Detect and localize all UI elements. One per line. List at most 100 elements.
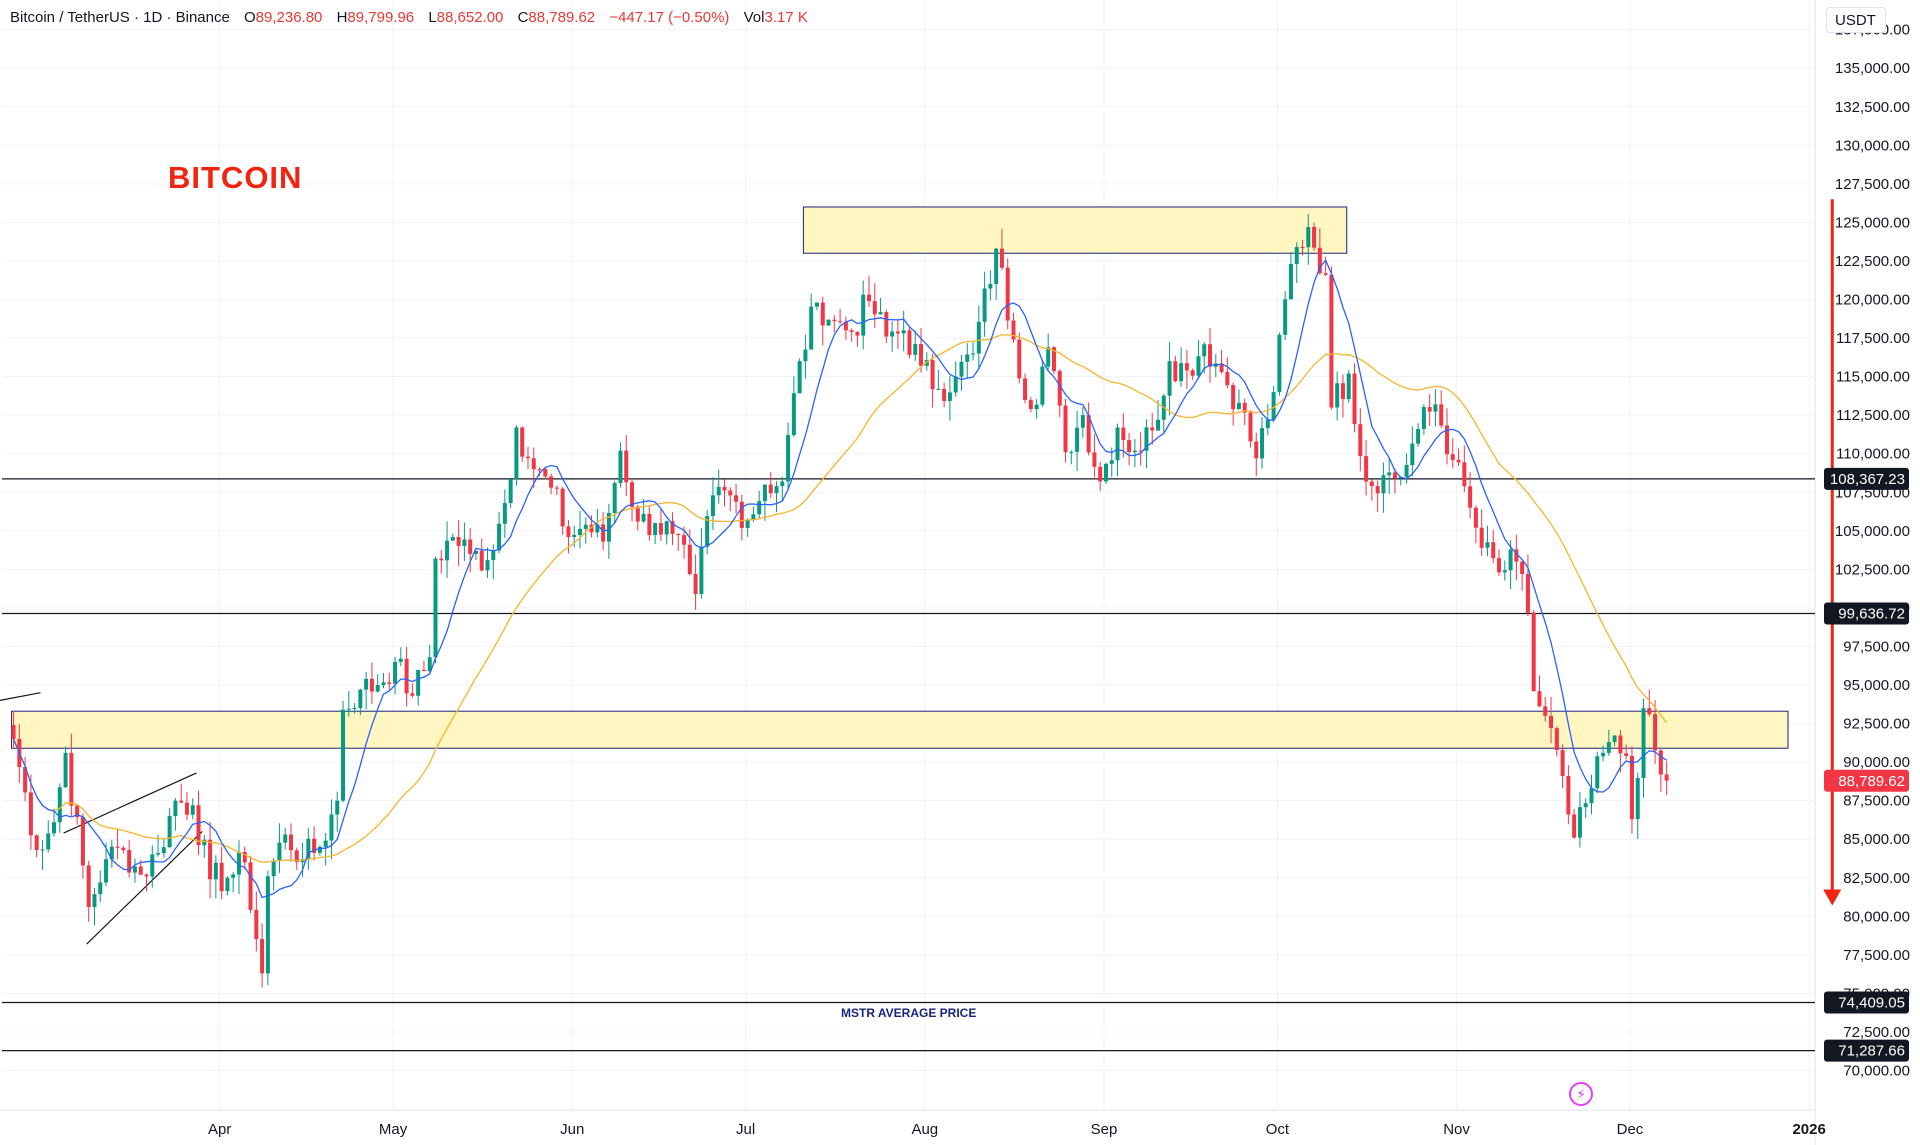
- candle-body: [369, 678, 374, 692]
- candle-body: [260, 939, 265, 974]
- candle-body: [1520, 561, 1525, 574]
- currency-button[interactable]: USDT: [1826, 7, 1886, 33]
- candle-body: [543, 469, 548, 477]
- price-tick-label: 90,000.00: [1843, 754, 1910, 771]
- candle-body: [826, 319, 831, 326]
- candle-body: [1387, 472, 1392, 476]
- price-tick-label: 135,000.00: [1835, 60, 1910, 77]
- candle-body: [566, 526, 571, 537]
- candle-body: [791, 393, 796, 436]
- candle-body: [1392, 472, 1397, 479]
- candle-body: [80, 817, 85, 866]
- candle-body: [1017, 339, 1022, 379]
- level-tag-label: 108,367.23: [1830, 471, 1905, 488]
- candle-body: [1265, 419, 1270, 429]
- price-tick-label: 82,500.00: [1843, 870, 1910, 887]
- candle-body: [1028, 400, 1033, 409]
- prior-trend-line: [0, 692, 41, 702]
- candle-body: [647, 513, 652, 536]
- level-tag-label: 99,636.72: [1838, 606, 1905, 623]
- candle-body: [1369, 481, 1374, 487]
- candle-body: [1560, 750, 1565, 776]
- candle-body: [1034, 404, 1039, 409]
- candle-body: [323, 840, 328, 847]
- candle-body: [115, 846, 120, 848]
- candle-body: [190, 805, 195, 815]
- candle-body: [653, 523, 658, 536]
- candle-body: [1202, 344, 1207, 357]
- candle-body: [635, 506, 640, 522]
- candle-body: [1664, 774, 1669, 781]
- candle-body: [421, 669, 426, 672]
- horizontal-levels[interactable]: [2, 478, 1815, 1052]
- candle-body: [1109, 460, 1114, 464]
- candle-body: [450, 536, 455, 541]
- price-axis[interactable]: 70,000.0072,500.0075,000.0077,500.0080,0…: [1824, 22, 1910, 1080]
- candle-body: [606, 512, 611, 542]
- candle-body: [612, 483, 617, 513]
- candle-body: [150, 854, 155, 877]
- zone-resistance-top: [802, 206, 1348, 254]
- candle-body: [1404, 465, 1409, 477]
- candle-body: [855, 331, 860, 336]
- candle-body: [1150, 427, 1155, 431]
- candle-body: [497, 523, 502, 551]
- price-tick-label: 117,500.00: [1836, 330, 1910, 347]
- candle-body: [895, 331, 900, 334]
- candle-body: [514, 427, 519, 480]
- candle-body: [1381, 475, 1386, 494]
- candle-body: [1040, 366, 1045, 405]
- candle-body: [306, 838, 311, 860]
- time-tick-label: Dec: [1617, 1121, 1644, 1138]
- candle-body: [1248, 412, 1253, 442]
- candle-body: [202, 839, 207, 846]
- candle-body: [1537, 691, 1542, 707]
- candle-body: [630, 482, 635, 507]
- candle-body: [219, 862, 224, 892]
- candle-body: [11, 725, 16, 739]
- price-tick-label: 97,500.00: [1843, 638, 1910, 655]
- candle-body: [1352, 373, 1357, 425]
- candle-body: [988, 283, 993, 289]
- time-tick-label: May: [379, 1121, 408, 1138]
- candle-body: [75, 805, 80, 818]
- candle-body: [1485, 542, 1490, 548]
- close-value: 88,789.62: [528, 9, 596, 26]
- symbol-title[interactable]: Bitcoin / TetherUS · 1D · Binance: [10, 9, 230, 26]
- candle-body: [1346, 373, 1351, 399]
- candle-body: [976, 321, 981, 354]
- candle-body: [508, 479, 513, 504]
- candle-body: [144, 874, 149, 877]
- candle-body: [485, 560, 490, 571]
- candle-body: [1051, 347, 1056, 372]
- candle-body: [410, 693, 415, 696]
- candle-body: [520, 427, 525, 457]
- candle-body: [127, 849, 132, 873]
- candle-body: [971, 353, 976, 355]
- candle-body: [1317, 247, 1322, 274]
- low-value: 88,652.00: [436, 9, 504, 26]
- current-price-label: 88,789.62: [1838, 773, 1905, 790]
- time-axis[interactable]: Apr May Jun Jul Aug Sep Oct Nov Dec 2026: [208, 1121, 1826, 1138]
- price-tick-label: 87,500.00: [1843, 793, 1910, 810]
- candle-body: [994, 248, 999, 284]
- candle-body: [63, 752, 68, 788]
- candle-body: [1312, 227, 1317, 248]
- candle-body: [1624, 753, 1629, 756]
- candle-body: [1075, 427, 1080, 452]
- open-label: O: [244, 9, 256, 26]
- candle-body: [872, 301, 877, 315]
- candle-body: [1554, 728, 1559, 751]
- candle-body: [1340, 383, 1345, 399]
- low-label: L: [428, 9, 437, 26]
- candle-body: [1156, 419, 1160, 431]
- bitcoin-annotation[interactable]: BITCOIN: [168, 160, 303, 195]
- price-tick-label: 112,500.00: [1836, 407, 1910, 424]
- mstr-average-label[interactable]: MSTR AVERAGE PRICE: [841, 1006, 977, 1020]
- time-tick-label: Jul: [736, 1121, 755, 1138]
- trend-lines[interactable]: [0, 692, 203, 945]
- flash-icon[interactable]: ⚡: [1569, 1082, 1593, 1106]
- candle-body: [1577, 807, 1582, 838]
- candle-body: [907, 330, 912, 355]
